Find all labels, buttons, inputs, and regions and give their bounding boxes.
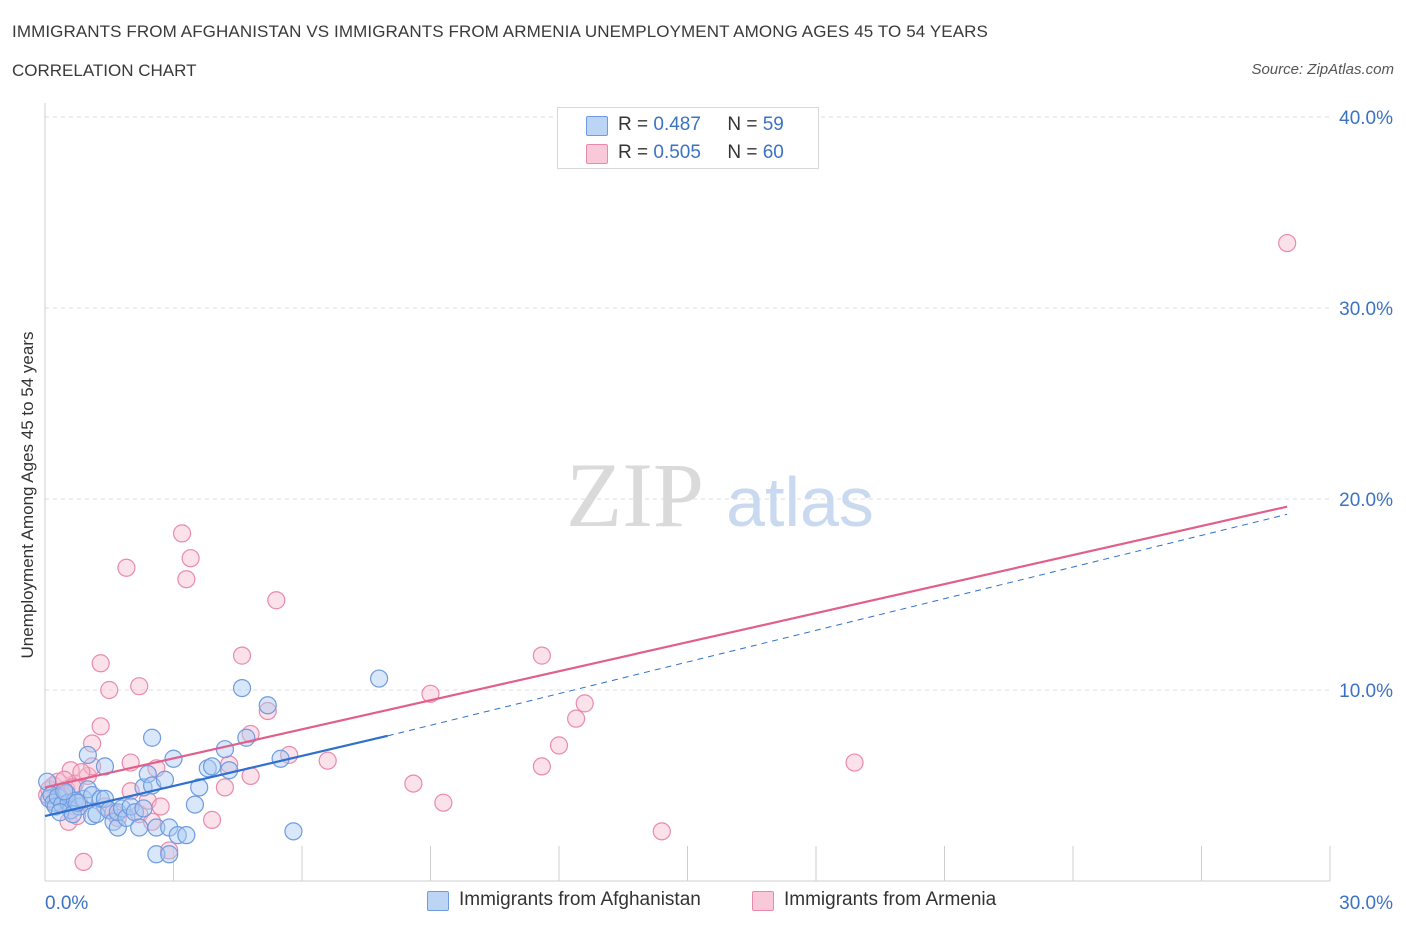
chart-subtitle: CORRELATION CHART xyxy=(12,61,197,80)
armenia-point xyxy=(83,757,102,776)
bottom-legend-swatch-afghanistan xyxy=(427,891,449,911)
armenia-point xyxy=(74,852,93,872)
afghanistan-point xyxy=(130,818,149,837)
gridlines xyxy=(45,116,1330,691)
afghanistan-point xyxy=(185,795,205,814)
armenia-point xyxy=(1278,233,1297,253)
afghanistan-point xyxy=(134,799,153,818)
armenia-point xyxy=(181,549,200,568)
y-tick-label: 20.0% xyxy=(1339,490,1393,511)
armenia-point xyxy=(100,680,119,700)
legend-r-value-armenia: 0.505 xyxy=(653,142,701,163)
armenia-point xyxy=(532,757,551,776)
y-tick-label: 30.0% xyxy=(1339,299,1393,320)
tick-labels: 10.0% 20.0% 30.0% 40.0% 0.0% 30.0% xyxy=(45,108,1393,914)
x-tick-label: 0.0% xyxy=(45,893,88,914)
armenia-point xyxy=(845,753,864,772)
armenia-trend-line xyxy=(44,505,1288,789)
afghanistan-point xyxy=(142,728,162,747)
armenia-point xyxy=(404,774,423,793)
armenia-point xyxy=(434,793,453,812)
x-tick-label: 30.0% xyxy=(1339,893,1393,914)
armenia-point xyxy=(652,822,671,841)
legend-r-label: R = xyxy=(618,142,649,163)
armenia-point xyxy=(130,677,149,696)
legend-n-label: N = xyxy=(727,114,758,135)
armenia-point xyxy=(318,751,337,770)
armenia-point xyxy=(232,646,252,665)
watermark: ZIP atlas xyxy=(566,444,874,546)
armenia-point xyxy=(549,736,569,755)
stats-legend: R = 0.487 N = 59 R = 0.505 N = 60 xyxy=(557,107,819,169)
afghanistan-point xyxy=(177,826,196,845)
legend-r-value-afghanistan: 0.487 xyxy=(653,114,701,135)
armenia-point xyxy=(83,734,102,753)
afghanistan-point xyxy=(202,757,222,776)
legend-n-label: N = xyxy=(727,142,758,163)
afghanistan-point xyxy=(160,845,179,864)
armenia-point xyxy=(258,701,277,721)
afghanistan-trend-extension xyxy=(387,513,1288,737)
armenia-point xyxy=(151,797,170,816)
y-tick-label: 10.0% xyxy=(1339,681,1393,702)
armenia-point xyxy=(567,709,586,728)
armenia-point xyxy=(177,570,196,589)
afghanistan-trend-line xyxy=(44,734,388,818)
armenia-point xyxy=(172,524,192,543)
afghanistan-points xyxy=(38,669,389,864)
bottom-legend-swatch-armenia xyxy=(752,891,774,911)
afghanistan-point xyxy=(370,669,389,688)
legend-n-value-afghanistan: 59 xyxy=(762,114,784,135)
armenia-point xyxy=(215,778,234,797)
axes xyxy=(44,103,1331,882)
afghanistan-point xyxy=(78,745,97,765)
y-tick-label: 40.0% xyxy=(1339,108,1393,129)
armenia-point xyxy=(117,558,136,577)
y-axis-label: Unemployment Among Ages 45 to 54 years xyxy=(18,331,37,659)
afghanistan-point xyxy=(258,696,277,715)
armenia-point xyxy=(72,763,91,782)
armenia-point xyxy=(575,694,594,713)
bottom-legend-label-armenia: Immigrants from Armenia xyxy=(784,889,997,910)
watermark-zip: ZIP xyxy=(566,444,704,546)
afghanistan-point xyxy=(147,818,166,837)
afghanistan-point xyxy=(147,845,166,864)
legend-r-label: R = xyxy=(618,114,649,135)
armenia-point xyxy=(202,810,222,829)
afghanistan-point xyxy=(220,761,239,780)
armenia-point xyxy=(532,646,551,665)
armenia-point xyxy=(91,654,110,673)
trend-lines xyxy=(44,505,1288,818)
legend-swatch-armenia xyxy=(586,144,608,164)
watermark-atlas: atlas xyxy=(726,463,874,541)
afghanistan-point xyxy=(232,678,252,698)
afghanistan-point xyxy=(284,822,303,841)
legend-n-value-armenia: 60 xyxy=(762,142,784,163)
source-label: Source: ZipAtlas.com xyxy=(1251,61,1394,78)
armenia-point xyxy=(421,684,440,703)
armenia-point xyxy=(91,717,110,736)
legend-swatch-afghanistan xyxy=(586,116,608,136)
afghanistan-point xyxy=(138,764,157,784)
bottom-legend-label-afghanistan: Immigrants from Afghanistan xyxy=(459,889,701,910)
chart-title: IMMIGRANTS FROM AFGHANISTAN VS IMMIGRANT… xyxy=(12,22,988,41)
armenia-point xyxy=(267,591,286,610)
